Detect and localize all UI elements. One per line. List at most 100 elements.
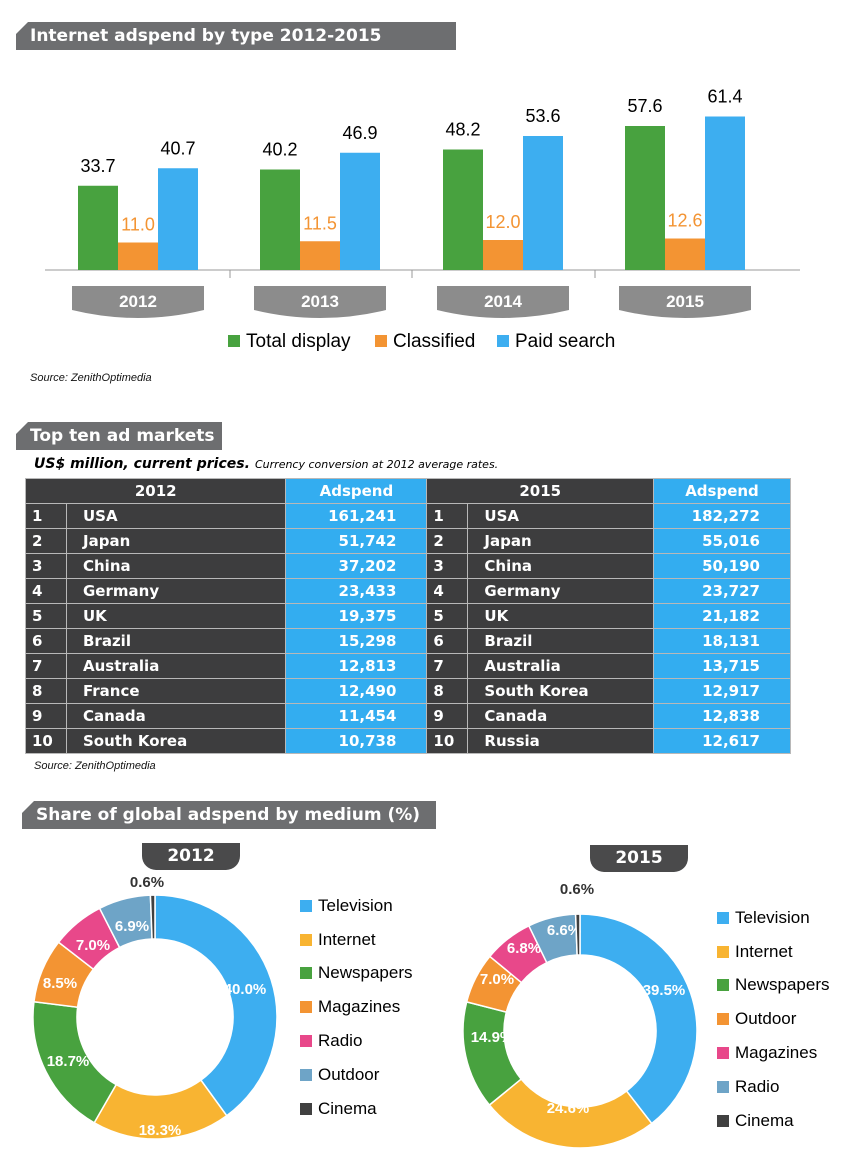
legend-item: Magazines: [300, 990, 413, 1024]
legend-label: Television: [318, 895, 393, 915]
ad-markets-table: 2012 Adspend 2015 Adspend 1 USA 161,241 1 US…: [24, 478, 791, 754]
rank-2012-cell: 6: [25, 628, 67, 654]
donut-2015-slice-television: [579, 913, 698, 1125]
legend-label: Television: [735, 907, 810, 927]
donut-2012-legend: Television Internet Newspapers Magazines Rad…: [300, 889, 413, 1126]
donut-2012-label: 7.0%: [76, 937, 110, 954]
table-title: Top ten ad markets: [16, 422, 222, 450]
legend-label: Magazines: [318, 997, 401, 1017]
donut-2012-label: 6.9%: [115, 918, 149, 935]
table-row: 3 China 37,202 3 China 50,190: [25, 553, 791, 579]
category-label: 2012: [119, 292, 157, 311]
donut-2015-label: 14.9%: [471, 1029, 514, 1046]
legend-label: Outdoor: [318, 1064, 380, 1084]
country-2012-cell: USA: [65, 503, 287, 529]
country-2015-cell: Canada: [467, 703, 654, 729]
legend-label: Outdoor: [735, 1009, 797, 1029]
legend-item: Outdoor: [717, 1002, 830, 1036]
rank-2012-cell: 9: [25, 703, 67, 729]
country-2012-cell: UK: [65, 603, 287, 629]
adspend-2012-cell: 12,490: [285, 678, 428, 704]
adspend-2015-cell: 182,272: [653, 503, 791, 529]
bar-classified-2012: [118, 242, 158, 270]
country-2015-cell: Brazil: [467, 628, 654, 654]
bar-value-label: 53.6: [525, 106, 560, 126]
bar-value-label: 33.7: [80, 156, 115, 176]
donut-2012-label: 40.0%: [224, 981, 267, 998]
bar-value-label: 12.6: [667, 211, 702, 231]
legend-label: Cinema: [318, 1098, 377, 1118]
rank-2015-cell: 9: [426, 703, 469, 729]
donut-2012-label: 0.6%: [130, 874, 164, 891]
legend-swatch: [717, 1080, 729, 1093]
country-2015-cell: China: [467, 553, 654, 579]
rank-2012-cell: 3: [25, 553, 67, 579]
legend-swatch: [717, 911, 729, 924]
country-2012-cell: France: [65, 678, 287, 704]
country-2012-cell: South Korea: [65, 728, 287, 754]
header-2015: 2015: [426, 478, 654, 504]
legend-swatch: [717, 1114, 729, 1127]
donut-2012-slice-cinema: [149, 894, 156, 940]
legend-swatch: [228, 335, 240, 347]
bar-paid-search-2015: [705, 116, 745, 270]
bar-total-display-2015: [625, 126, 665, 270]
table-header-row: 2012 Adspend 2015 Adspend: [24, 478, 791, 504]
country-2012-cell: Japan: [65, 528, 287, 554]
table-row: 10 South Korea 10,738 10 Russia 12,617: [25, 728, 791, 754]
bar-value-label: 57.6: [627, 96, 662, 116]
country-2015-cell: Germany: [467, 578, 654, 604]
country-2015-cell: UK: [467, 603, 654, 629]
bar-classified-2014: [483, 240, 523, 270]
table-row: 6 Brazil 15,298 6 Brazil 18,131: [25, 628, 791, 654]
legend-item: Magazines: [717, 1036, 830, 1070]
bar-value-label: 46.9: [342, 123, 377, 143]
rank-2012-cell: 10: [25, 728, 67, 754]
adspend-2015-cell: 23,727: [653, 578, 791, 604]
legend-label: Cinema: [735, 1110, 794, 1130]
country-2015-cell: USA: [467, 503, 654, 529]
legend-label: Radio: [735, 1076, 780, 1096]
adspend-2015-cell: 50,190: [653, 553, 791, 579]
donut-section-title: Share of global adspend by medium (%): [22, 801, 436, 829]
legend-label: Internet: [735, 941, 793, 961]
donut-2015-year-tab: 2015: [590, 845, 688, 872]
legend-swatch: [497, 335, 509, 347]
donut-2015-label: 6.6%: [547, 922, 581, 939]
header-adspend-2015: Adspend: [653, 478, 791, 504]
category-tab-2013: [254, 286, 386, 318]
bar-paid-search-2013: [340, 152, 380, 270]
legend-swatch: [300, 933, 312, 946]
country-2015-cell: Russia: [467, 728, 654, 754]
adspend-2015-cell: 12,617: [653, 728, 791, 754]
legend-swatch: [300, 1001, 312, 1014]
bar-value-label: 11.5: [303, 213, 337, 233]
legend-swatch: [717, 979, 729, 992]
rank-2012-cell: 1: [25, 503, 67, 529]
adspend-2012-cell: 51,742: [285, 528, 428, 554]
bar-value-label: 12.0: [485, 212, 520, 232]
category-label: 2015: [666, 292, 704, 311]
legend-swatch: [717, 945, 729, 958]
bar-classified-2013: [300, 241, 340, 270]
legend-item: Newspapers: [300, 957, 413, 991]
legend-label: Paid search: [515, 331, 615, 352]
category-tab-2015: [619, 286, 751, 318]
legend-label: Newspapers: [318, 963, 413, 983]
bar-total-display-2013: [260, 169, 300, 270]
rank-2015-cell: 7: [426, 653, 469, 679]
table-row: 9 Canada 11,454 9 Canada 12,838: [25, 703, 791, 729]
category-tab-2014: [437, 286, 569, 318]
legend-item: Radio: [717, 1070, 830, 1104]
adspend-2012-cell: 19,375: [285, 603, 428, 629]
country-2012-cell: Australia: [65, 653, 287, 679]
table-row: 4 Germany 23,433 4 Germany 23,727: [25, 578, 791, 604]
table-subtitle: US$ million, current prices. Currency co…: [34, 453, 498, 472]
country-2012-cell: China: [65, 553, 287, 579]
bar-chart: 33.7 11.0 40.7 2012 40.2 11.5 46.9 2013 48.2 12.0…: [45, 87, 800, 352]
legend-item: Radio: [300, 1024, 413, 1058]
donut-2012-label: 18.3%: [139, 1122, 182, 1139]
adspend-2012-cell: 12,813: [285, 653, 428, 679]
table-row: 7 Australia 12,813 7 Australia 13,715: [25, 653, 791, 679]
legend-label: Total display: [246, 331, 351, 352]
